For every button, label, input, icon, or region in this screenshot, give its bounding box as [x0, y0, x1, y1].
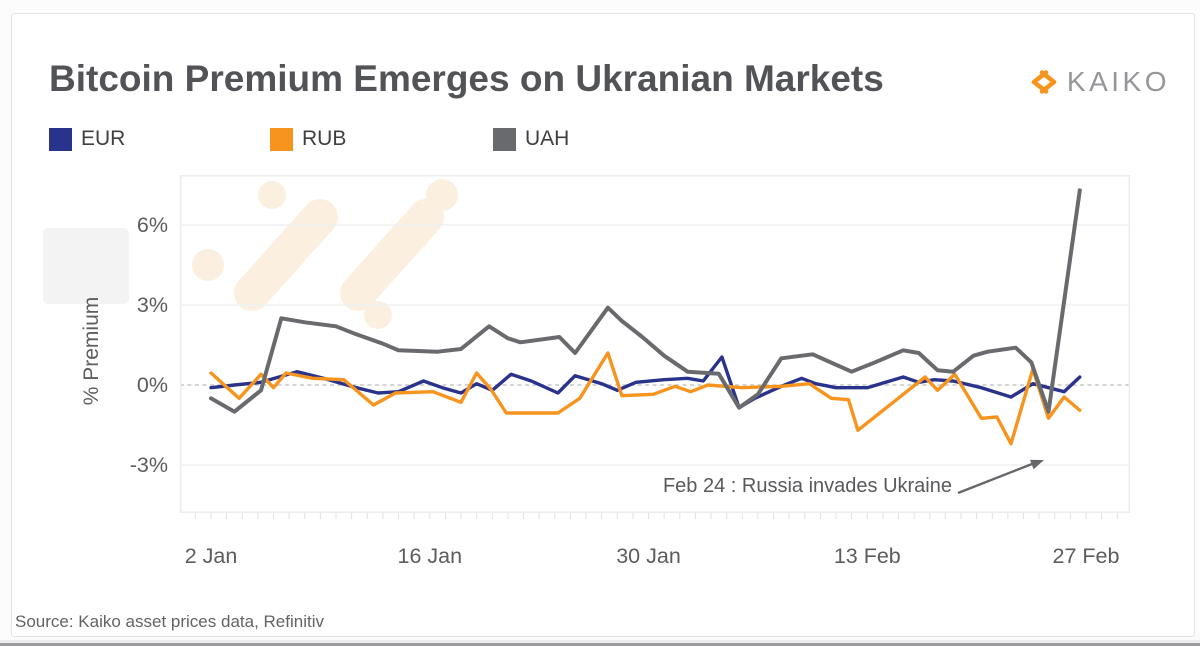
- annotation-text: Feb 24 : Russia invades Ukraine: [662, 475, 952, 497]
- x-tick-label: 16 Jan: [397, 544, 463, 568]
- plot-area: [180, 175, 1130, 519]
- annotation-arrow-icon: [957, 459, 1044, 495]
- page-title: Bitcoin Premium Emerges on Ukranian Mark…: [49, 58, 884, 99]
- legend-item-rub: RUB: [270, 127, 346, 151]
- x-tick-label: 30 Jan: [616, 544, 681, 568]
- rub-swatch: [270, 127, 293, 151]
- watermark-block: [43, 228, 129, 304]
- legend-label-eur: EUR: [81, 127, 126, 150]
- y-tick-label: 6%: [136, 213, 168, 237]
- y-tick-label: 3%: [136, 293, 168, 317]
- y-axis: 6% 3% 0% -3%: [48, 175, 168, 513]
- kaiko-logo: KAIKO: [1028, 66, 1170, 98]
- chart-card: Bitcoin Premium Emerges on Ukranian Mark…: [11, 13, 1195, 637]
- uah-swatch: [493, 127, 516, 151]
- legend-item-uah: UAH: [493, 127, 569, 151]
- series-line-rub: [209, 351, 1082, 446]
- chart-plot-svg: [180, 175, 1130, 519]
- y-tick-label: 0%: [136, 373, 168, 397]
- x-tick-label: 13 Feb: [833, 544, 901, 568]
- legend-label-uah: UAH: [525, 127, 570, 150]
- plot-border: [180, 175, 1130, 513]
- kaiko-watermark: [192, 179, 458, 329]
- x-axis: 2 Jan 16 Jan 30 Jan 13 Feb 27 Feb: [180, 544, 1130, 574]
- eur-swatch: [49, 127, 72, 151]
- source-note: Source: Kaiko asset prices data, Refinit…: [15, 612, 324, 631]
- legend-label-rub: RUB: [302, 127, 347, 150]
- legend: EUR RUB UAH: [49, 127, 749, 153]
- x-tick-label: 27 Feb: [1052, 544, 1120, 568]
- x-tick-label: 2 Jan: [184, 544, 238, 568]
- series-line-uah: [209, 188, 1082, 414]
- page-bottom-edge: [0, 643, 1200, 646]
- kaiko-logo-text: KAIKO: [1066, 66, 1170, 97]
- kaiko-logo-icon: [1031, 70, 1057, 94]
- legend-item-eur: EUR: [49, 127, 125, 151]
- y-tick-label: -3%: [129, 453, 168, 477]
- series-line-eur: [209, 355, 1082, 410]
